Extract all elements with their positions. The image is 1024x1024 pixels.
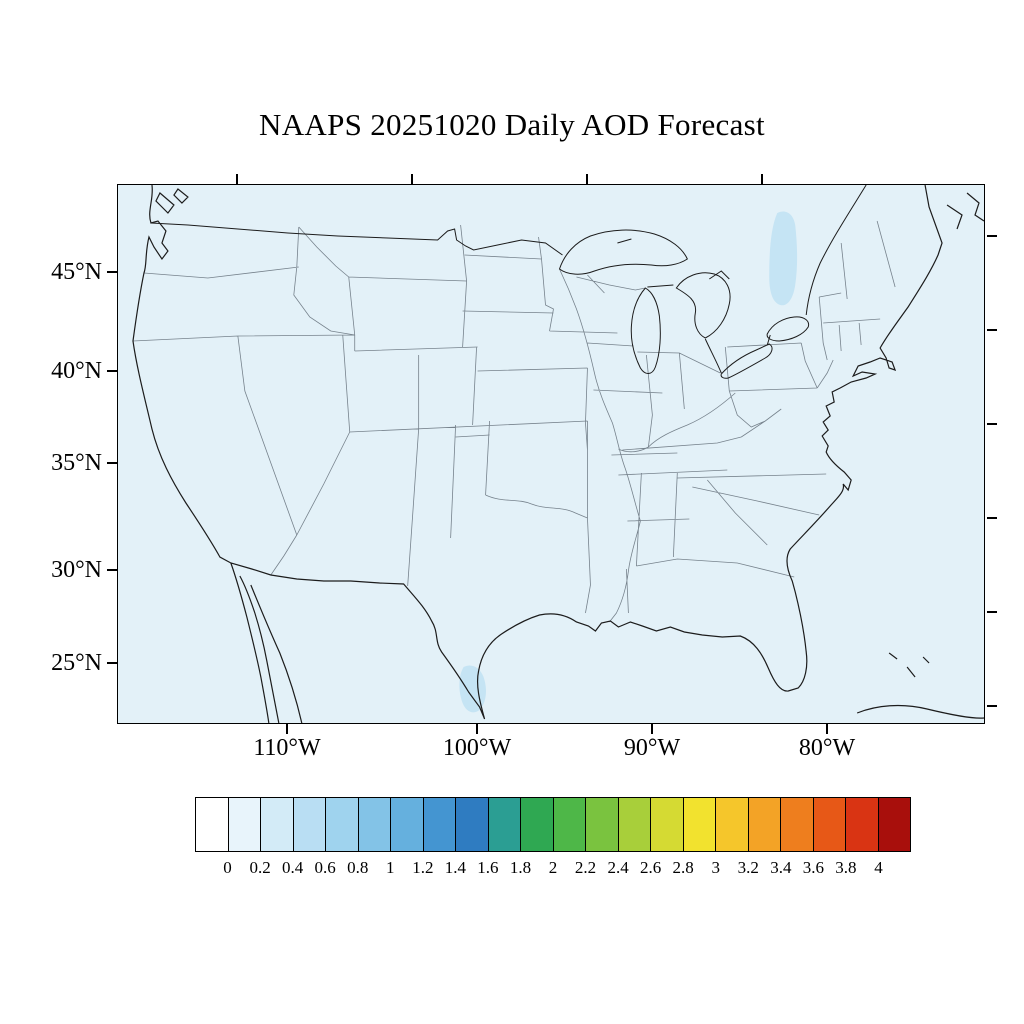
colorbar-tick-label: 2.6 bbox=[640, 858, 662, 877]
colorbar-cell bbox=[195, 797, 229, 852]
lon-label: 90°W bbox=[623, 735, 681, 761]
colorbar-cell bbox=[292, 797, 326, 852]
right-tick bbox=[986, 611, 997, 613]
lat-label: 30°N bbox=[51, 557, 102, 583]
right-tick bbox=[986, 423, 997, 425]
right-tick bbox=[986, 517, 997, 519]
colorbar-tick-label: 0.2 bbox=[249, 858, 271, 877]
lat-label: 35°N bbox=[51, 450, 102, 476]
right-tick bbox=[986, 235, 997, 237]
colorbar-tick-label: 3.4 bbox=[770, 858, 792, 877]
colorbar-cell bbox=[715, 797, 749, 852]
lat-label: 40°N bbox=[51, 358, 102, 384]
colorbar-cell bbox=[877, 797, 911, 852]
plot-frame bbox=[117, 184, 985, 724]
aod-patch-ontario bbox=[769, 211, 798, 306]
colorbar-cell bbox=[422, 797, 456, 852]
colorbar-tick-label: 0.8 bbox=[347, 858, 369, 877]
colorbar-tick-label: 1.4 bbox=[444, 858, 466, 877]
colorbar-tick-label: 3.2 bbox=[737, 858, 759, 877]
colorbar-cell bbox=[812, 797, 846, 852]
colorbar-tick-label: 0.6 bbox=[314, 858, 336, 877]
lat-label: 25°N bbox=[51, 650, 102, 676]
lon-label: 110°W bbox=[253, 735, 321, 761]
colorbar-tick-label: 3.6 bbox=[802, 858, 824, 877]
colorbar-tick-label: 1.8 bbox=[509, 858, 532, 877]
lat-tick bbox=[107, 271, 117, 273]
colorbar-tick-label: 0.4 bbox=[282, 858, 304, 877]
aod-patch-texas bbox=[459, 665, 486, 713]
lat-label: 45°N bbox=[51, 259, 102, 285]
top-tick bbox=[236, 174, 238, 184]
colorbar-cell bbox=[845, 797, 879, 852]
colorbar-tick-label: 3 bbox=[711, 858, 720, 877]
top-tick bbox=[761, 174, 763, 184]
colorbar-cell bbox=[357, 797, 391, 852]
colorbar-cell bbox=[487, 797, 521, 852]
lon-tick bbox=[651, 723, 653, 734]
colorbar-cell bbox=[617, 797, 651, 852]
colorbar-tick-label: 4 bbox=[874, 858, 883, 877]
colorbar-tick-label: 1 bbox=[386, 858, 395, 877]
colorbar-cell bbox=[390, 797, 424, 852]
colorbar-tick-label: 3.8 bbox=[835, 858, 857, 877]
colorbar-cell bbox=[455, 797, 489, 852]
colorbar-cell bbox=[682, 797, 716, 852]
state-borders-path bbox=[132, 220, 896, 623]
colorbar-cell bbox=[747, 797, 781, 852]
colorbar-tick-label: 1.6 bbox=[477, 858, 499, 877]
lat-tick bbox=[107, 569, 117, 571]
colorbar-cell bbox=[650, 797, 684, 852]
colorbar-tick-label: 2 bbox=[548, 858, 558, 877]
lat-tick bbox=[107, 370, 117, 372]
colorbar-cell bbox=[325, 797, 359, 852]
colorbar-cell bbox=[552, 797, 586, 852]
lon-tick bbox=[826, 723, 828, 734]
colorbar-tick-label: 2.4 bbox=[607, 858, 629, 877]
main-title: NAAPS 20251020 Daily AOD Forecast bbox=[259, 107, 765, 142]
lon-label: 80°W bbox=[798, 735, 856, 761]
lon-label: 100°W bbox=[442, 735, 512, 761]
colorbar-tick-label: 1.2 bbox=[412, 858, 434, 877]
top-tick bbox=[586, 174, 588, 184]
colorbar-cell bbox=[260, 797, 294, 852]
colorbar-cell bbox=[227, 797, 261, 852]
conus-map-svg bbox=[132, 185, 984, 723]
top-tick bbox=[411, 174, 413, 184]
colorbar-tick-label: 2.2 bbox=[574, 858, 597, 877]
lat-tick bbox=[107, 462, 117, 464]
colorbar-cell bbox=[520, 797, 554, 852]
colorbar-tick-label: 2.8 bbox=[672, 858, 694, 877]
colorbar-cell bbox=[585, 797, 619, 852]
colorbar-cell bbox=[780, 797, 814, 852]
colorbar-tick-label: 0 bbox=[223, 858, 232, 877]
right-tick bbox=[986, 705, 997, 707]
lakes-and-borders-path bbox=[150, 185, 867, 379]
lat-tick bbox=[107, 662, 117, 664]
right-tick bbox=[986, 329, 997, 331]
coastline-path bbox=[132, 185, 984, 723]
lon-tick bbox=[476, 723, 478, 734]
colorbar bbox=[195, 797, 911, 852]
lon-tick bbox=[286, 723, 288, 734]
